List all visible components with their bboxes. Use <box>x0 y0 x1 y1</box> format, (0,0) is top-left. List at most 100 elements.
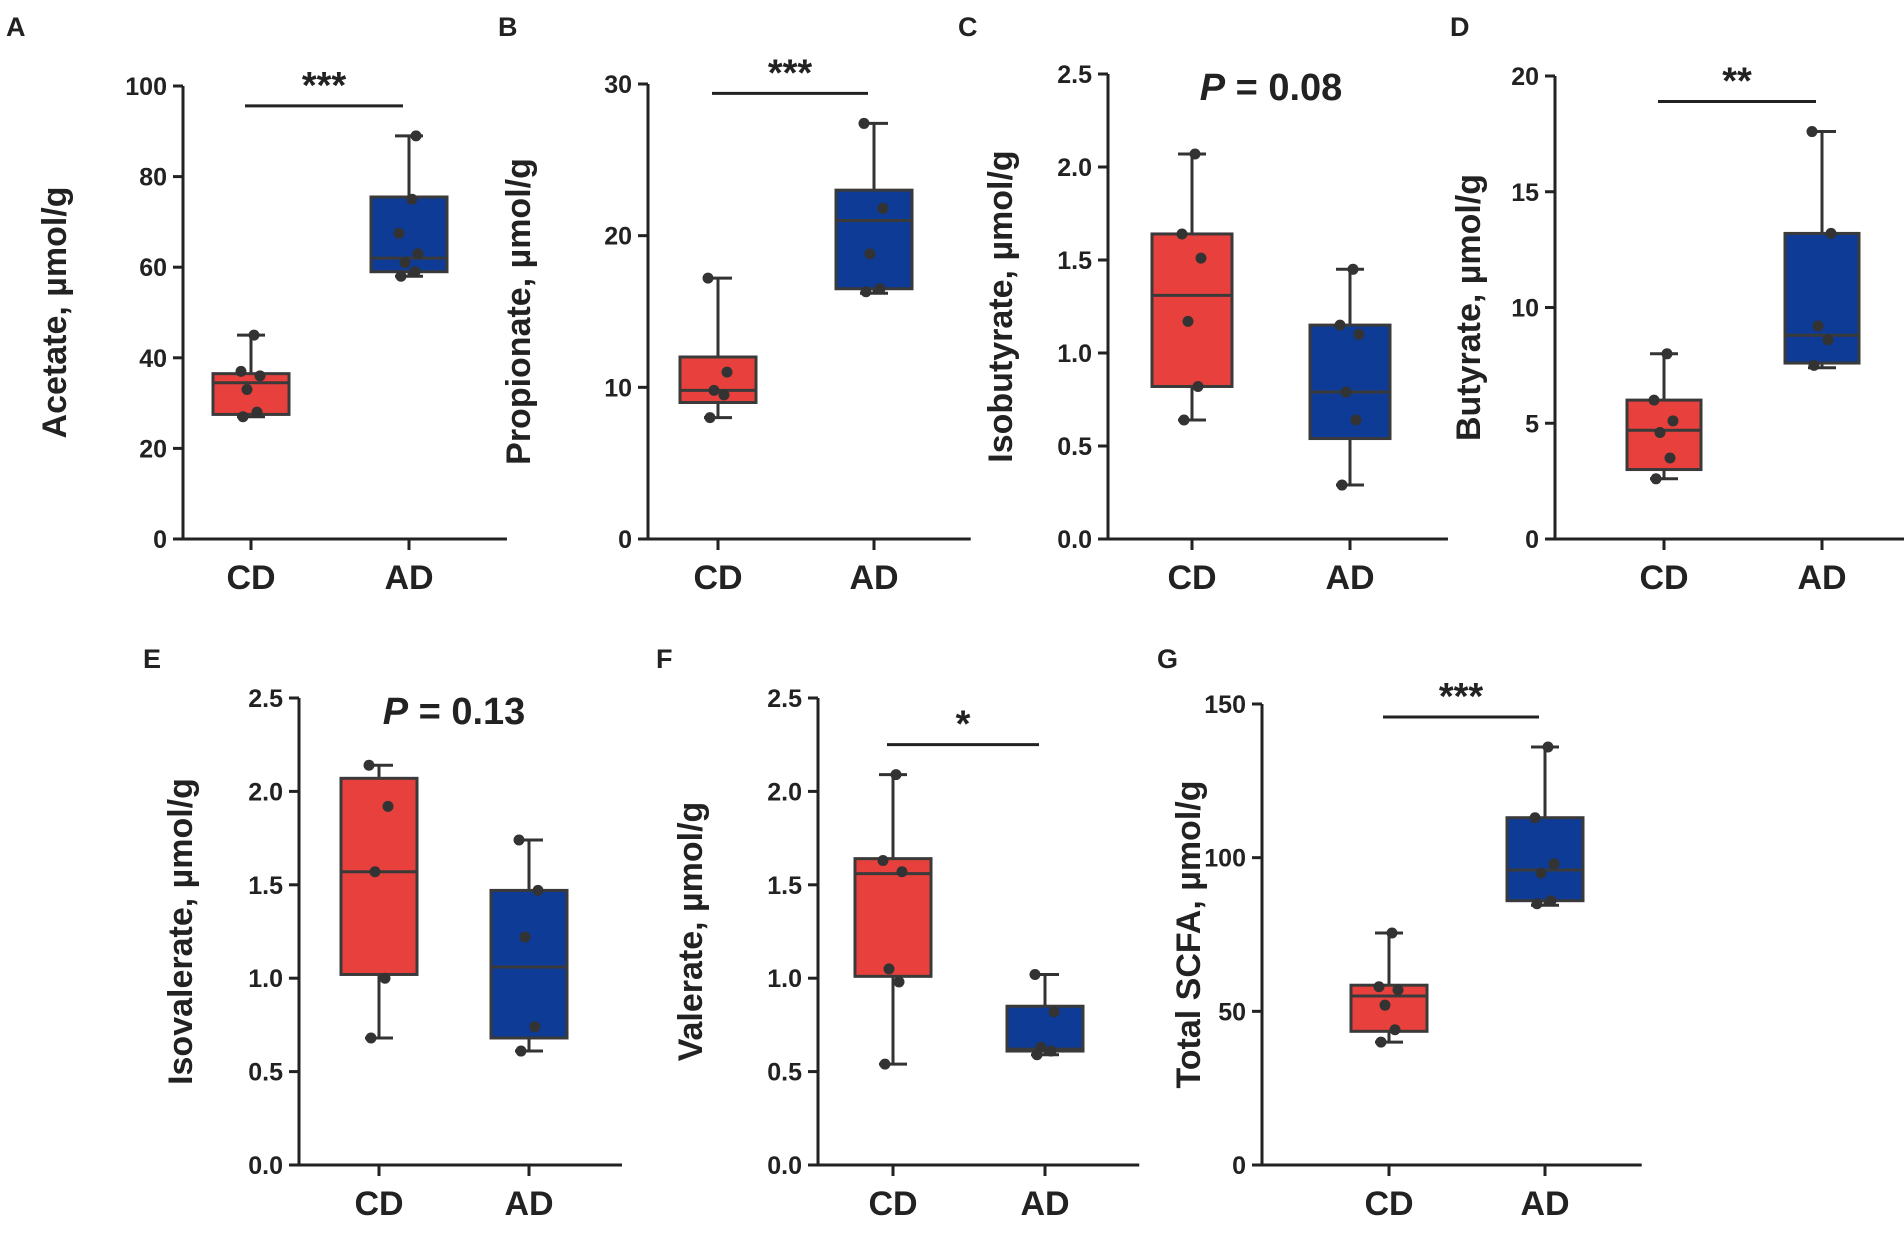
box-cd <box>1625 348 1703 485</box>
x-tick-label-ad: AD <box>849 559 898 597</box>
box-iqr <box>489 888 569 1040</box>
data-point <box>1336 479 1348 491</box>
panel-letter: A <box>6 12 26 42</box>
y-tick-label: 2.5 <box>1057 61 1092 89</box>
y-tick-label: 0 <box>1525 526 1539 554</box>
data-point <box>1373 981 1385 993</box>
significance-stars: *** <box>768 52 813 94</box>
y-tick-label: 0.5 <box>1057 433 1092 461</box>
data-point <box>1545 895 1557 907</box>
box-cd <box>1150 148 1234 426</box>
panel-g: G 0 50 100 150 Total SCFA, µmol/g CD AD *** <box>1157 644 1642 1223</box>
panel-letter: C <box>958 12 978 42</box>
data-point <box>1379 999 1391 1011</box>
data-point <box>235 365 247 377</box>
y-tick-label: 0.5 <box>248 1059 283 1087</box>
data-point <box>858 117 870 129</box>
y-tick-label: 60 <box>139 254 167 282</box>
data-point <box>1667 415 1679 427</box>
data-point <box>1189 148 1201 160</box>
data-point <box>1661 348 1673 360</box>
box-cd <box>339 759 419 1044</box>
data-point <box>1192 380 1204 392</box>
data-point <box>1812 320 1824 332</box>
data-point <box>1375 1036 1387 1048</box>
y-tick-label: 20 <box>139 435 167 463</box>
y-tick-label: 1.0 <box>1057 340 1092 368</box>
panel-letter: E <box>143 644 161 674</box>
data-point <box>1808 359 1820 371</box>
data-point <box>1825 227 1837 239</box>
x-tick-label-ad: AD <box>1020 1185 1069 1223</box>
data-point <box>1822 334 1834 346</box>
y-tick-label: 80 <box>139 164 167 192</box>
box-iqr <box>211 372 291 416</box>
x-tick-label-cd: CD <box>354 1185 403 1223</box>
box-cd <box>678 272 758 424</box>
y-axis-title: Butyrate, µmol/g <box>1450 174 1488 441</box>
data-point <box>1195 252 1207 264</box>
data-point <box>393 227 405 239</box>
panel-letter: D <box>1450 12 1470 42</box>
panel-letter: B <box>498 12 518 42</box>
data-point <box>883 963 895 975</box>
y-tick-label: 0.5 <box>767 1059 802 1087</box>
data-point <box>877 202 889 214</box>
data-point <box>1648 394 1660 406</box>
data-point <box>412 248 424 260</box>
y-axis-title: Isovalerate, µmol/g <box>162 778 200 1085</box>
y-tick-label: 10 <box>604 374 632 402</box>
box-iqr <box>1505 816 1585 903</box>
data-point <box>864 248 876 260</box>
y-tick-label: 30 <box>604 71 632 99</box>
data-point <box>860 286 872 298</box>
data-point <box>254 370 266 382</box>
data-point <box>1664 452 1676 464</box>
data-point <box>1806 126 1818 138</box>
box-ad <box>1308 263 1392 491</box>
y-axis-title: Isobutyrate, µmol/g <box>982 150 1020 462</box>
data-point <box>718 389 730 401</box>
data-point <box>395 270 407 282</box>
x-tick-label-ad: AD <box>1325 559 1374 597</box>
data-point <box>874 283 886 295</box>
y-tick-label: 0 <box>153 526 167 554</box>
panel-f: F 0.0 0.5 1.0 1.5 2.0 2.5 Valerate, µmol/g CD AD * <box>656 644 1140 1223</box>
data-point <box>363 759 375 771</box>
y-tick-label: 50 <box>1218 998 1246 1026</box>
data-point <box>532 884 544 896</box>
x-tick-label-cd: CD <box>693 559 742 597</box>
data-point <box>893 976 905 988</box>
panel-c: C 0.0 0.5 1.0 1.5 2.0 2.5 Isobutyrate, µmol/g CD… <box>958 12 1448 597</box>
y-tick-label: 1.5 <box>1057 247 1092 275</box>
y-tick-label: 10 <box>1511 295 1539 323</box>
data-point <box>365 1032 377 1044</box>
y-tick-label: 2.0 <box>1057 154 1092 182</box>
box-ad <box>834 117 914 298</box>
data-point <box>1350 414 1362 426</box>
y-tick-label: 40 <box>139 345 167 373</box>
y-tick-label: 1.5 <box>248 872 283 900</box>
data-point <box>1334 319 1346 331</box>
panel-letter: G <box>1157 644 1178 674</box>
data-point <box>896 866 908 878</box>
y-tick-label: 20 <box>604 223 632 251</box>
data-point <box>409 266 421 278</box>
data-point <box>1035 1041 1047 1053</box>
box-cd <box>1349 927 1429 1048</box>
y-tick-label: 100 <box>125 73 167 101</box>
box-iqr <box>853 857 933 978</box>
x-tick-label-ad: AD <box>504 1185 553 1223</box>
data-point <box>1531 898 1543 910</box>
data-point <box>406 193 418 205</box>
data-point <box>382 800 394 812</box>
box-iqr <box>1150 232 1234 388</box>
data-point <box>379 972 391 984</box>
y-tick-label: 1.0 <box>248 965 283 993</box>
data-point <box>1340 386 1352 398</box>
data-point <box>1178 414 1190 426</box>
data-point <box>513 834 525 846</box>
data-point <box>241 384 253 396</box>
p-value-label: P = 0.08 <box>1200 67 1343 109</box>
